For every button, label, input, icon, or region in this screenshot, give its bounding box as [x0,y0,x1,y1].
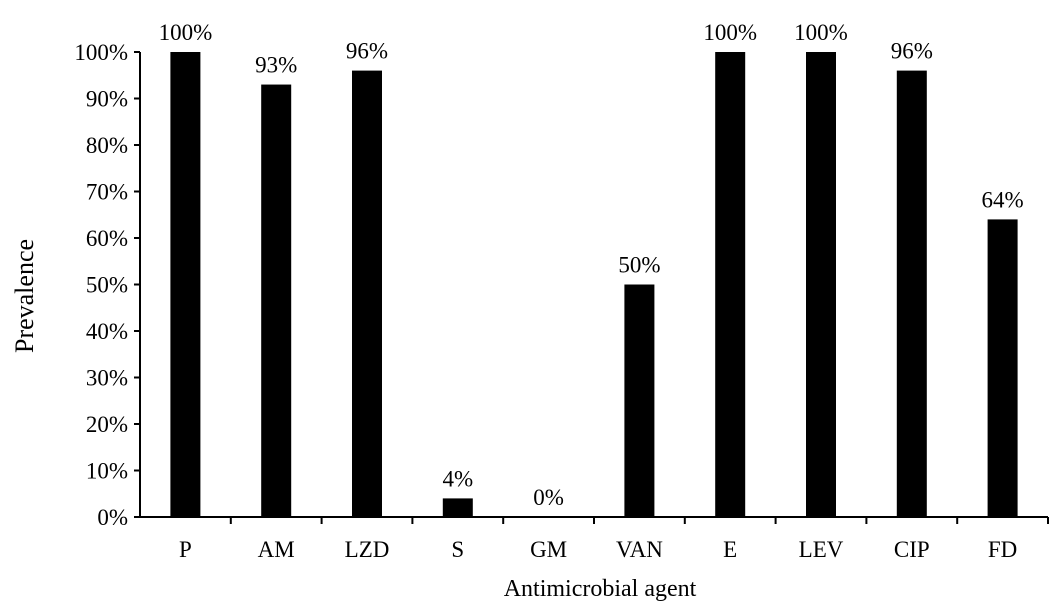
bar [261,84,292,518]
x-tick-label: P [179,537,192,562]
x-tick-label: E [723,537,737,562]
x-tick-label: VAN [616,537,663,562]
bar [896,70,927,517]
data-label: 100% [703,20,757,45]
y-tick-label: 100% [74,40,128,65]
bar [352,70,382,517]
x-tick-label: FD [988,537,1017,562]
y-tick-label: 20% [86,412,128,437]
y-tick-label: 10% [86,459,128,484]
y-tick-label: 70% [86,180,128,205]
bar [715,52,746,517]
data-label: 96% [891,39,933,64]
data-label: 64% [982,187,1024,212]
bar [170,52,201,517]
y-tick-label: 50% [86,273,128,298]
data-label: 93% [255,53,297,78]
plot-area: 0% 10% 20% 30% 40% 50% 60% 70% 80% 90% 100% P 100% AM… [74,20,1049,562]
y-tick-label: 80% [86,133,128,158]
bar [806,52,836,517]
x-tick-label: AM [258,537,295,562]
y-tick-label: 0% [97,505,128,530]
bar [442,498,473,517]
x-tick-label: LEV [799,537,844,562]
x-tick-label: CIP [894,537,930,562]
y-tick-label: 40% [86,319,128,344]
data-label: 96% [346,39,388,64]
y-tick-label: 30% [86,366,128,391]
bar [987,219,1018,517]
x-axis-label: Antimicrobial agent [504,576,697,602]
x-tick-label: LZD [345,537,390,562]
x-tick-label: GM [530,537,567,562]
data-label: 50% [618,253,660,278]
data-label: 100% [794,20,848,45]
y-tick-label: 60% [86,226,128,251]
bar [624,284,655,517]
y-tick-label: 90% [86,87,128,112]
data-label: 100% [159,20,213,45]
data-label: 0% [533,485,564,510]
data-label: 4% [442,466,473,491]
x-tick-label: S [451,537,464,562]
y-axis-label: Prevalence [10,239,39,353]
